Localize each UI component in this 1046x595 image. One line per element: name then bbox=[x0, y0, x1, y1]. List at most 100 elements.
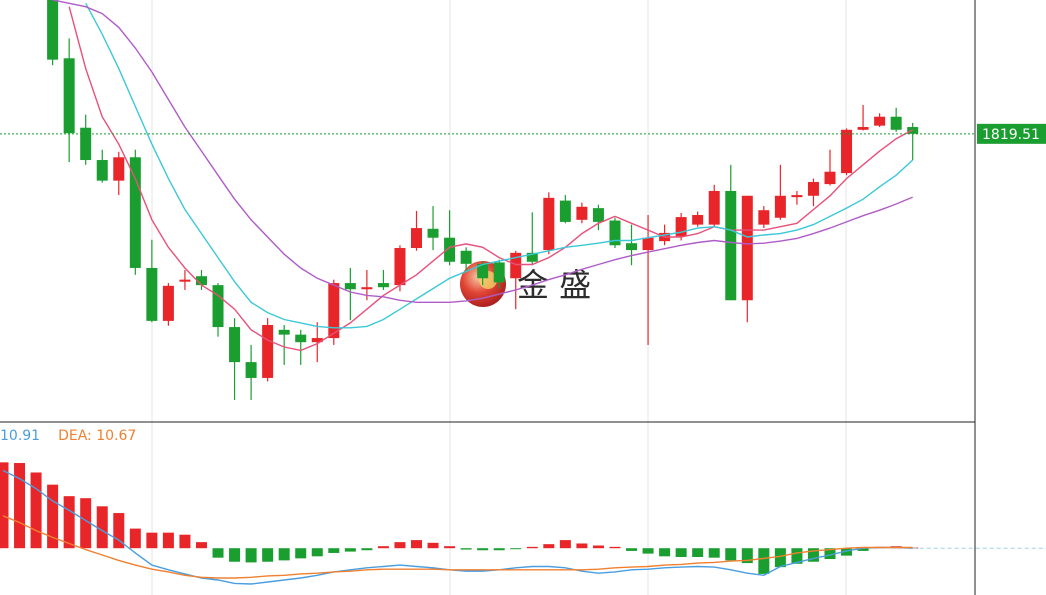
macd-bar bbox=[659, 548, 671, 557]
macd-bar bbox=[113, 513, 125, 549]
macd-bar bbox=[311, 548, 323, 557]
candle-body bbox=[278, 329, 290, 335]
macd-bar bbox=[758, 548, 770, 574]
last-price-tag bbox=[977, 123, 1046, 144]
macd-bar bbox=[229, 548, 241, 562]
candle-body bbox=[543, 197, 555, 251]
macd-bar bbox=[63, 496, 75, 549]
macd-bar bbox=[80, 498, 92, 549]
macd-bar bbox=[841, 548, 853, 556]
candle-body bbox=[675, 217, 687, 237]
candle-body bbox=[807, 182, 819, 196]
legend-entry: 10.91 bbox=[0, 428, 40, 444]
candle-body bbox=[47, 0, 59, 60]
watermark-text: 金 盛 bbox=[517, 266, 591, 304]
candle-body bbox=[774, 195, 786, 218]
macd-bar bbox=[675, 548, 687, 558]
candle-body bbox=[609, 220, 621, 246]
macd-bar bbox=[30, 472, 42, 549]
macd-bar bbox=[96, 506, 108, 549]
candle-body bbox=[229, 327, 241, 363]
macd-bar bbox=[559, 540, 571, 549]
macd-bar bbox=[708, 548, 720, 558]
macd-bar bbox=[278, 548, 290, 561]
macd-bar bbox=[427, 542, 439, 549]
candle-body bbox=[427, 228, 439, 238]
macd-bar bbox=[543, 544, 555, 549]
candle-body bbox=[129, 157, 141, 268]
candle-body bbox=[890, 116, 902, 130]
candle-body bbox=[394, 248, 406, 286]
macd-bar bbox=[179, 534, 191, 549]
moving-average bbox=[52, 0, 913, 303]
candle-body bbox=[444, 237, 456, 262]
macd-bar bbox=[262, 548, 274, 562]
price-pane bbox=[0, 0, 975, 400]
candle-body bbox=[179, 279, 191, 282]
last-price-label: 1819.51 bbox=[982, 127, 1040, 143]
candle-body bbox=[80, 127, 92, 161]
candle-body bbox=[824, 171, 836, 185]
candle-body bbox=[311, 338, 323, 343]
macd-pane bbox=[0, 462, 919, 585]
candle-body bbox=[146, 267, 158, 321]
candle-body bbox=[741, 195, 753, 301]
macd-bar bbox=[444, 546, 456, 549]
candle-body bbox=[113, 157, 125, 181]
candle-body bbox=[328, 283, 340, 339]
macd-bar bbox=[807, 548, 819, 562]
axis-labels: 1819.51 bbox=[912, 123, 1046, 549]
macd-bar bbox=[162, 532, 174, 549]
candle-body bbox=[576, 206, 588, 220]
candle-body bbox=[195, 276, 207, 286]
macd-bar bbox=[411, 540, 422, 549]
candle-body bbox=[559, 200, 571, 222]
candle-body bbox=[377, 283, 389, 288]
macd-bar bbox=[212, 548, 224, 558]
macd-bar bbox=[642, 548, 654, 554]
candle-body bbox=[626, 243, 638, 251]
macd-bar bbox=[344, 548, 356, 552]
candle-body bbox=[63, 58, 75, 134]
candle-body bbox=[758, 210, 770, 225]
candle-body bbox=[642, 237, 654, 251]
legend-entry: DEA: 10.67 bbox=[58, 428, 136, 444]
candle-body bbox=[592, 208, 604, 222]
macd-bar bbox=[295, 548, 307, 559]
macd-bar bbox=[245, 548, 257, 563]
macd-bar bbox=[377, 546, 389, 549]
candle-body bbox=[841, 129, 853, 174]
macd-bar bbox=[609, 546, 621, 549]
macd-bar bbox=[493, 548, 505, 551]
candle-body bbox=[295, 334, 307, 343]
macd-bar bbox=[460, 548, 472, 550]
candle-body bbox=[212, 285, 224, 328]
macd-bar bbox=[774, 548, 786, 568]
macd-bar bbox=[791, 548, 803, 564]
candle-body bbox=[262, 325, 274, 378]
candle-body bbox=[411, 228, 422, 249]
dea-line bbox=[2, 515, 913, 579]
macd-bar bbox=[195, 542, 207, 549]
macd-bar bbox=[592, 545, 604, 549]
macd-bar bbox=[725, 548, 737, 561]
macd-bar bbox=[14, 463, 26, 549]
macd-bar bbox=[129, 528, 141, 549]
candle-body bbox=[874, 116, 886, 126]
macd-bar bbox=[857, 548, 869, 551]
macd-bar bbox=[477, 548, 489, 551]
macd-bar bbox=[824, 548, 836, 560]
macd-bar bbox=[47, 484, 59, 549]
candle-body bbox=[510, 252, 522, 279]
candle-body bbox=[162, 285, 174, 321]
candle-body bbox=[460, 250, 472, 264]
candle-body bbox=[477, 263, 489, 279]
candle-body bbox=[526, 252, 538, 262]
candle-body bbox=[493, 262, 505, 283]
macd-bar bbox=[576, 543, 588, 549]
macd-bar bbox=[394, 542, 406, 549]
candle-body bbox=[96, 160, 108, 181]
macd-bar bbox=[328, 548, 340, 553]
macd-bar bbox=[510, 548, 522, 550]
